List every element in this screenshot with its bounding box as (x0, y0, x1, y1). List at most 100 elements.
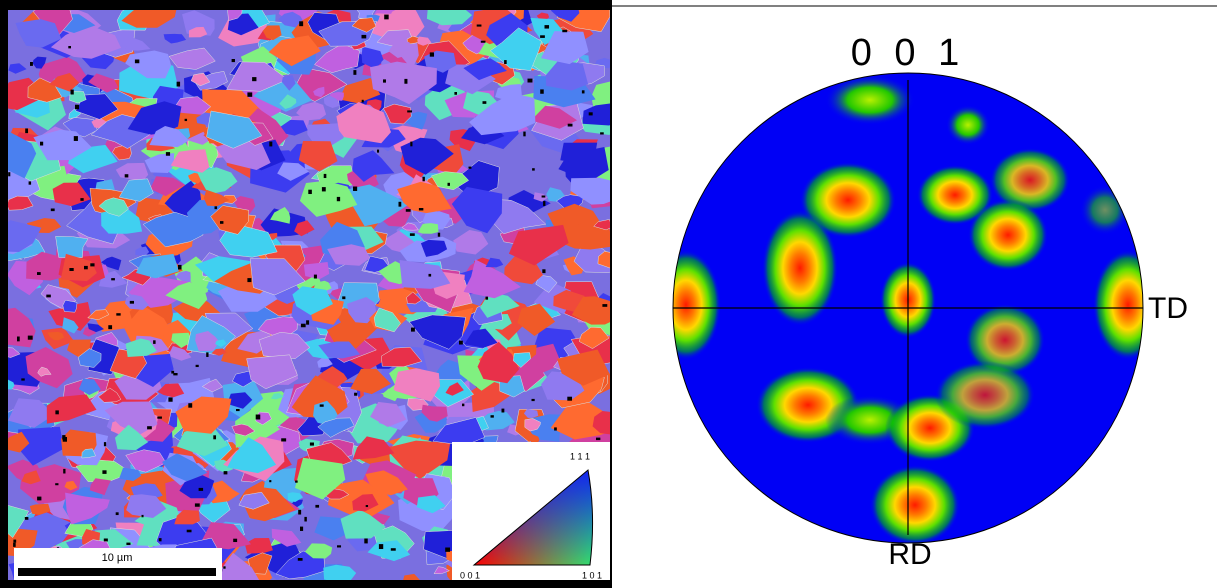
grain (303, 262, 330, 279)
unindexed-point (567, 396, 573, 401)
grain (8, 220, 42, 252)
grain (280, 119, 308, 136)
grain (121, 10, 177, 28)
unindexed-point (554, 427, 557, 431)
unindexed-point (321, 187, 326, 192)
grain (135, 246, 150, 257)
grain (431, 171, 469, 190)
unindexed-point (111, 278, 115, 281)
unindexed-point (236, 409, 240, 412)
grain (8, 379, 15, 390)
grain (365, 99, 382, 113)
grain (247, 552, 273, 575)
grain (62, 317, 79, 334)
grain (171, 332, 192, 348)
grain (8, 347, 21, 358)
unindexed-point (8, 172, 11, 177)
unindexed-point (220, 221, 224, 224)
grain (197, 167, 238, 195)
grain (463, 58, 507, 81)
grain (157, 383, 185, 398)
grain (215, 140, 271, 170)
grain (206, 110, 263, 149)
unindexed-point (308, 189, 312, 195)
unindexed-point (562, 29, 568, 33)
grain (367, 540, 411, 562)
unindexed-point (188, 403, 193, 408)
grain (8, 195, 34, 211)
unindexed-point (361, 34, 367, 39)
grain (327, 244, 370, 266)
unindexed-point (233, 538, 238, 543)
unindexed-point (390, 548, 396, 551)
grain (408, 314, 466, 350)
grain (593, 219, 610, 231)
grain (560, 142, 598, 165)
unindexed-point (485, 296, 489, 300)
grain (29, 503, 51, 515)
unindexed-point (404, 78, 408, 84)
grain (382, 388, 399, 402)
grain (62, 299, 78, 313)
unindexed-point (309, 442, 314, 446)
grain (451, 186, 503, 234)
ipf-triangle (472, 469, 594, 566)
grain (227, 437, 277, 474)
unindexed-point (153, 340, 156, 344)
unindexed-point (353, 186, 358, 191)
grain (399, 260, 451, 289)
grain (115, 162, 149, 182)
grain (168, 47, 216, 70)
unindexed-point (531, 398, 535, 402)
unindexed-point (73, 136, 78, 141)
unindexed-point (361, 99, 364, 103)
grain (97, 387, 122, 403)
grain (175, 270, 191, 284)
grain (227, 392, 253, 409)
unindexed-point (588, 112, 593, 116)
grain (231, 423, 256, 437)
grain (523, 408, 539, 418)
grain (190, 72, 211, 87)
unindexed-point (165, 152, 171, 156)
unindexed-point (134, 59, 140, 64)
unindexed-point (30, 62, 33, 66)
unindexed-point (37, 272, 41, 275)
grain (60, 253, 97, 282)
unindexed-point (490, 415, 494, 418)
grain (524, 418, 541, 432)
grain (347, 297, 377, 324)
unindexed-point (378, 544, 384, 550)
grain (227, 10, 243, 22)
grain (258, 332, 311, 359)
grain (365, 470, 408, 496)
unindexed-point (171, 370, 175, 374)
grain (287, 492, 303, 502)
unindexed-point (80, 198, 84, 201)
grain (570, 177, 610, 205)
unindexed-point (63, 468, 66, 474)
grain (559, 222, 610, 250)
grain (270, 393, 284, 400)
grain (87, 323, 104, 333)
grain (453, 230, 489, 255)
grain (370, 401, 407, 427)
unindexed-point (198, 487, 204, 491)
unindexed-point (411, 327, 415, 332)
unindexed-point (176, 81, 181, 87)
grain (592, 411, 610, 435)
grain (25, 347, 73, 389)
grain (550, 401, 610, 440)
unindexed-point (336, 196, 341, 202)
grain (388, 40, 413, 58)
grain (485, 257, 504, 268)
unindexed-point (353, 70, 357, 75)
grain (512, 343, 562, 375)
grain (545, 60, 589, 91)
unindexed-point (300, 323, 306, 328)
grain (226, 61, 289, 92)
unindexed-point (429, 52, 435, 57)
grain (62, 117, 98, 138)
unindexed-point (206, 352, 209, 357)
rd-label: RD (888, 538, 931, 571)
